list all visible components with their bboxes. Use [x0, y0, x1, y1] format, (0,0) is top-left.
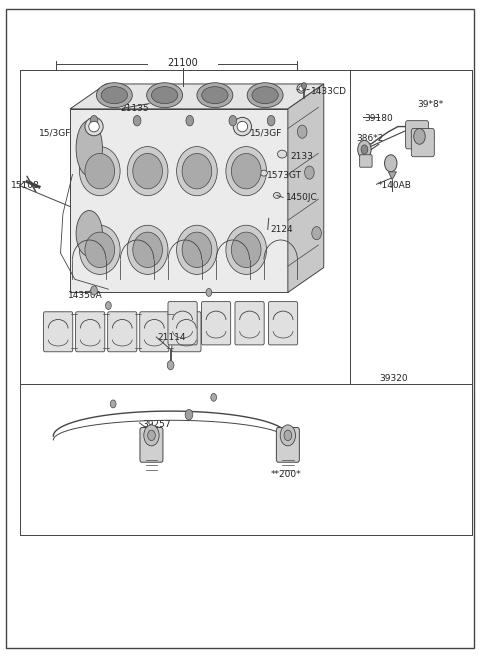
Circle shape: [267, 116, 275, 126]
Ellipse shape: [89, 122, 99, 132]
FancyBboxPatch shape: [168, 302, 197, 345]
Text: 39*8*: 39*8*: [417, 100, 444, 109]
FancyBboxPatch shape: [202, 302, 231, 345]
Ellipse shape: [226, 225, 266, 275]
Circle shape: [384, 155, 397, 172]
Circle shape: [133, 116, 141, 126]
Circle shape: [185, 409, 193, 420]
Ellipse shape: [85, 154, 115, 189]
Ellipse shape: [85, 232, 115, 267]
Circle shape: [414, 129, 425, 145]
Circle shape: [361, 145, 368, 154]
Circle shape: [305, 166, 314, 179]
Ellipse shape: [127, 147, 168, 196]
Ellipse shape: [152, 87, 178, 104]
Text: 2133: 2133: [291, 152, 313, 161]
Polygon shape: [388, 172, 396, 179]
Ellipse shape: [299, 86, 304, 91]
Text: 21114: 21114: [157, 332, 186, 342]
Circle shape: [110, 400, 116, 408]
FancyBboxPatch shape: [44, 312, 73, 351]
Ellipse shape: [231, 154, 261, 189]
Text: 386*2: 386*2: [356, 134, 383, 143]
Ellipse shape: [76, 210, 102, 256]
Circle shape: [298, 125, 307, 138]
Text: 1433CD: 1433CD: [311, 87, 347, 96]
Text: 15/3GF: 15/3GF: [39, 129, 72, 137]
Ellipse shape: [233, 118, 252, 136]
Text: 39320: 39320: [379, 374, 408, 383]
Ellipse shape: [96, 83, 132, 108]
FancyBboxPatch shape: [268, 302, 298, 345]
Text: *140AB: *140AB: [378, 181, 412, 190]
Ellipse shape: [247, 83, 283, 108]
Text: 14350A: 14350A: [68, 290, 102, 300]
Ellipse shape: [297, 84, 306, 93]
Circle shape: [148, 430, 156, 441]
Text: 21135: 21135: [120, 104, 149, 113]
FancyBboxPatch shape: [411, 129, 434, 157]
Circle shape: [186, 116, 193, 126]
Ellipse shape: [231, 232, 261, 267]
Circle shape: [280, 425, 296, 446]
Ellipse shape: [261, 170, 267, 176]
FancyBboxPatch shape: [235, 302, 264, 345]
Circle shape: [144, 425, 159, 446]
Text: 39180: 39180: [364, 114, 393, 124]
Ellipse shape: [76, 120, 102, 176]
Polygon shape: [288, 84, 324, 292]
Circle shape: [211, 394, 216, 401]
Polygon shape: [70, 84, 324, 109]
Text: 1573GT: 1573GT: [267, 171, 302, 180]
FancyBboxPatch shape: [276, 428, 300, 463]
Circle shape: [284, 430, 292, 441]
FancyBboxPatch shape: [75, 312, 105, 351]
Ellipse shape: [237, 122, 248, 132]
Circle shape: [106, 302, 111, 309]
Ellipse shape: [226, 147, 266, 196]
Text: 15/3GF: 15/3GF: [250, 129, 282, 137]
FancyBboxPatch shape: [108, 312, 137, 351]
Ellipse shape: [133, 154, 162, 189]
Ellipse shape: [274, 193, 280, 198]
Ellipse shape: [177, 147, 217, 196]
Polygon shape: [70, 109, 288, 292]
Ellipse shape: [85, 118, 103, 136]
FancyBboxPatch shape: [140, 428, 163, 463]
Ellipse shape: [127, 225, 168, 275]
Ellipse shape: [182, 154, 212, 189]
FancyBboxPatch shape: [172, 312, 201, 351]
Ellipse shape: [133, 232, 162, 267]
Ellipse shape: [182, 232, 212, 267]
Circle shape: [91, 286, 97, 295]
Ellipse shape: [147, 83, 182, 108]
FancyBboxPatch shape: [360, 155, 372, 168]
Text: 21100: 21100: [167, 58, 198, 68]
Circle shape: [301, 83, 306, 89]
Circle shape: [312, 227, 322, 240]
Circle shape: [229, 116, 237, 126]
FancyBboxPatch shape: [140, 312, 169, 351]
Text: 1450JC: 1450JC: [286, 193, 318, 202]
FancyBboxPatch shape: [406, 121, 429, 149]
Circle shape: [206, 288, 212, 296]
Ellipse shape: [177, 225, 217, 275]
Ellipse shape: [79, 147, 120, 196]
Text: 39257: 39257: [142, 420, 170, 429]
Circle shape: [90, 116, 98, 126]
Circle shape: [167, 361, 174, 370]
Ellipse shape: [79, 225, 120, 275]
Ellipse shape: [101, 87, 128, 104]
Text: 2124: 2124: [270, 225, 293, 234]
Ellipse shape: [252, 87, 278, 104]
Circle shape: [358, 141, 371, 159]
Ellipse shape: [202, 87, 228, 104]
Ellipse shape: [197, 83, 233, 108]
Text: 15108: 15108: [11, 181, 40, 190]
Ellipse shape: [277, 150, 287, 158]
Text: **200*: **200*: [271, 470, 302, 479]
